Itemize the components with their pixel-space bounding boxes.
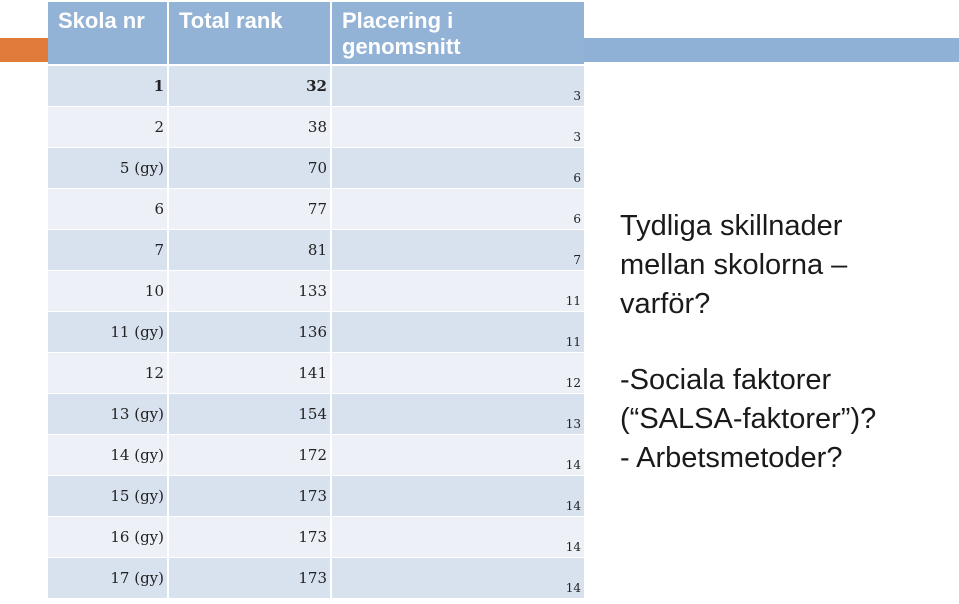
answer-line: - Arbetsmetoder? bbox=[620, 442, 843, 474]
header-skola-nr: Skola nr bbox=[48, 2, 169, 66]
cell-skola-nr: 6 bbox=[48, 188, 169, 230]
cell-placering: 6 bbox=[331, 188, 584, 230]
table-header-row: Skola nr Total rank Placering i genomsni… bbox=[48, 2, 584, 66]
cell-skola-nr: 15 (gy) bbox=[48, 475, 169, 517]
cell-total-rank: 70 bbox=[168, 147, 332, 189]
cell-total-rank: 38 bbox=[168, 106, 332, 148]
table-row: 17 (gy) 173 14 bbox=[48, 557, 584, 599]
cell-skola-nr: 12 bbox=[48, 352, 169, 394]
cell-placering: 14 bbox=[331, 475, 584, 517]
cell-skola-nr: 14 (gy) bbox=[48, 434, 169, 476]
table-row: 12 141 12 bbox=[48, 352, 584, 394]
cell-total-rank: 81 bbox=[168, 229, 332, 271]
cell-placering: 6 bbox=[331, 147, 584, 189]
cell-total-rank: 141 bbox=[168, 352, 332, 394]
table-row: 16 (gy) 173 14 bbox=[48, 516, 584, 558]
cell-total-rank: 172 bbox=[168, 434, 332, 476]
table-row: 1 32 3 bbox=[48, 65, 584, 107]
question-line: mellan skolorna – bbox=[620, 249, 848, 281]
cell-placering: 11 bbox=[331, 270, 584, 312]
table-row: 5 (gy) 70 6 bbox=[48, 147, 584, 189]
cell-skola-nr: 11 (gy) bbox=[48, 311, 169, 353]
cell-total-rank: 173 bbox=[168, 557, 332, 599]
cell-skola-nr: 16 (gy) bbox=[48, 516, 169, 558]
table-row: 2 38 3 bbox=[48, 106, 584, 148]
cell-placering: 3 bbox=[331, 106, 584, 148]
cell-skola-nr: 13 (gy) bbox=[48, 393, 169, 435]
cell-total-rank: 77 bbox=[168, 188, 332, 230]
table-row: 10 133 11 bbox=[48, 270, 584, 312]
answer-line: -Sociala faktorer bbox=[620, 364, 832, 396]
table-row: 11 (gy) 136 11 bbox=[48, 311, 584, 353]
cell-skola-nr: 1 bbox=[48, 65, 169, 107]
cell-placering: 14 bbox=[331, 516, 584, 558]
question-line: Tydliga skillnader bbox=[620, 210, 843, 242]
cell-placering: 3 bbox=[331, 65, 584, 107]
cell-total-rank: 133 bbox=[168, 270, 332, 312]
cell-total-rank: 173 bbox=[168, 475, 332, 517]
table-row: 7 81 7 bbox=[48, 229, 584, 271]
cell-skola-nr: 10 bbox=[48, 270, 169, 312]
cell-total-rank: 136 bbox=[168, 311, 332, 353]
cell-placering: 11 bbox=[331, 311, 584, 353]
cell-skola-nr: 17 (gy) bbox=[48, 557, 169, 599]
orange-accent-bar bbox=[0, 38, 48, 62]
cell-total-rank: 173 bbox=[168, 516, 332, 558]
blue-accent-bar bbox=[584, 38, 959, 62]
answer-line: (“SALSA-faktorer”)? bbox=[620, 403, 877, 435]
school-rank-table: Skola nr Total rank Placering i genomsni… bbox=[48, 2, 584, 599]
cell-skola-nr: 2 bbox=[48, 106, 169, 148]
cell-placering: 12 bbox=[331, 352, 584, 394]
header-total-rank: Total rank bbox=[168, 2, 332, 66]
cell-skola-nr: 5 (gy) bbox=[48, 147, 169, 189]
cell-placering: 7 bbox=[331, 229, 584, 271]
question-line: varför? bbox=[620, 288, 711, 320]
table-row: 15 (gy) 173 14 bbox=[48, 475, 584, 517]
cell-total-rank: 154 bbox=[168, 393, 332, 435]
answer-text: -Sociala faktorer (“SALSA-faktorer”)? - … bbox=[620, 361, 876, 478]
cell-placering: 13 bbox=[331, 393, 584, 435]
header-placering: Placering i genomsnitt bbox=[331, 2, 584, 66]
table-row: 14 (gy) 172 14 bbox=[48, 434, 584, 476]
question-text: Tydliga skillnader mellan skolorna – var… bbox=[620, 207, 847, 324]
cell-placering: 14 bbox=[331, 557, 584, 599]
cell-total-rank: 32 bbox=[168, 65, 332, 107]
table-row: 6 77 6 bbox=[48, 188, 584, 230]
table-row: 13 (gy) 154 13 bbox=[48, 393, 584, 435]
cell-placering: 14 bbox=[331, 434, 584, 476]
cell-skola-nr: 7 bbox=[48, 229, 169, 271]
